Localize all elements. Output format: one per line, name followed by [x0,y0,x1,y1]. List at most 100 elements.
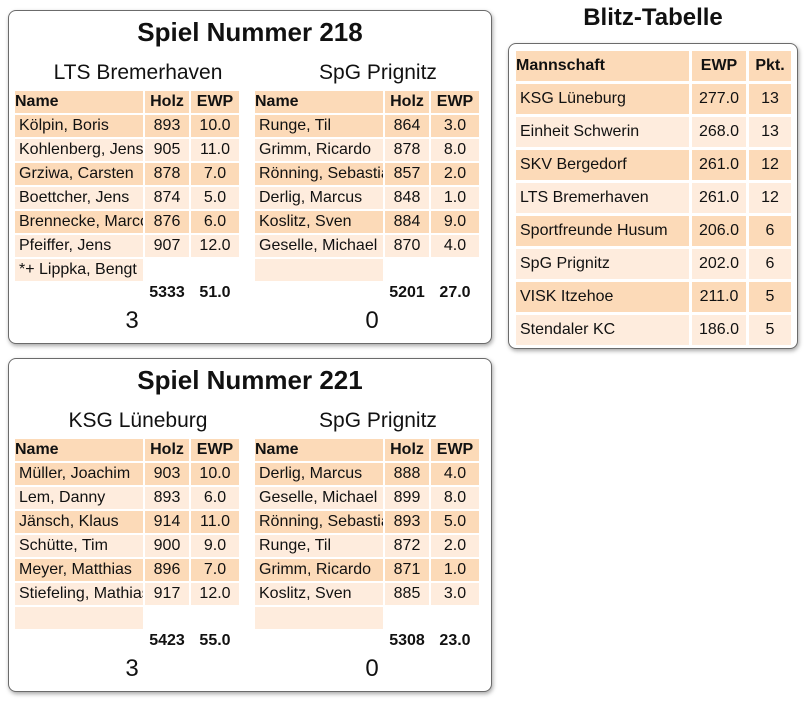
player-row: Grziwa, Carsten 878 7.0 [15,163,239,185]
standings-header-pts: Pkt. [749,51,791,81]
player-name: Geselle, Michael [255,487,383,509]
total-holz: 5308 [389,632,425,649]
standings-ewp: 202.0 [692,249,746,279]
substitute-row [15,607,239,629]
player-ewp: 1.0 [431,187,479,209]
player-row: Geselle, Michael 870 4.0 [255,235,479,257]
standings-header-row: Mannschaft EWP Pkt. [516,51,791,81]
standings-team: KSG Lüneburg [516,84,689,114]
column-header-name: Name [15,439,143,461]
game-title: Spiel Nummer 221 [137,365,363,395]
standings-team: LTS Bremerhaven [516,183,689,213]
player-ewp: 7.0 [191,163,239,185]
empty-cell [191,259,239,281]
players-table: Name Holz EWP Runge, Til 864 3.0 Grimm, Ricard… [253,89,481,305]
team-name: KSG Lüneburg [68,409,208,432]
player-ewp: 8.0 [431,487,479,509]
player-holz: 903 [145,463,189,485]
column-header-name: Name [255,91,383,113]
player-holz: 878 [385,139,429,161]
player-row: Lem, Danny 893 6.0 [15,487,239,509]
player-row: Schütte, Tim 900 9.0 [15,535,239,557]
player-holz: 893 [145,115,189,137]
player-name: Müller, Joachim [15,463,143,485]
team-block-away: SpG Prignitz Name Holz EWP Runge, Til 864 3.0 G… [255,59,489,305]
game-card: Spiel Nummer 221 KSG Lüneburg Name Holz EWP M… [8,358,492,692]
standings-title: Blitz-Tabelle [583,4,723,31]
player-holz: 907 [145,235,189,257]
column-header-holz: Holz [385,91,429,113]
player-name: Grimm, Ricardo [255,559,383,581]
players-header-row: Name Holz EWP [15,439,239,461]
player-row: Stiefeling, Mathias 917 12.0 [15,583,239,605]
player-row: Pfeiffer, Jens 907 12.0 [15,235,239,257]
player-row: Runge, Til 864 3.0 [255,115,479,137]
total-ewp: 55.0 [199,632,231,649]
column-header-ewp: EWP [191,439,239,461]
player-name: Derlig, Marcus [255,463,383,485]
standings-team: SpG Prignitz [516,249,689,279]
player-name: Jänsch, Klaus [15,511,143,533]
column-header-holz: Holz [385,439,429,461]
substitute-row: *+ Lippka, Bengt [15,259,239,281]
standings-ewp: 261.0 [692,183,746,213]
standings-points: 6 [749,249,791,279]
player-ewp: 9.0 [431,211,479,233]
empty-cell [191,607,239,629]
standings-points: 12 [749,183,791,213]
player-row: Grimm, Ricardo 871 1.0 [255,559,479,581]
player-row: Brennecke, Marco 876 6.0 [15,211,239,233]
standings-points: 12 [749,150,791,180]
player-holz: 878 [145,163,189,185]
standings-ewp: 277.0 [692,84,746,114]
player-ewp: 1.0 [431,559,479,581]
standings-team: VISK Itzehoe [516,282,689,312]
player-name: Kohlenberg, Jens [15,139,143,161]
players-header-row: Name Holz EWP [15,91,239,113]
empty-cell [385,259,429,281]
players-table: Name Holz EWP Müller, Joachim 903 10.0 Lem, Da… [13,437,241,653]
player-name: Derlig, Marcus [255,187,383,209]
standings-points: 13 [749,84,791,114]
substitute-note [15,607,143,629]
player-ewp: 6.0 [191,211,239,233]
standings-row: KSG Lüneburg 277.0 13 [516,84,791,114]
team-name: SpG Prignitz [319,61,437,84]
player-row: Derlig, Marcus 848 1.0 [255,187,479,209]
standings-row: Stendaler KC 186.0 5 [516,315,791,345]
player-ewp: 11.0 [191,139,239,161]
player-row: Derlig, Marcus 888 4.0 [255,463,479,485]
total-ewp: 27.0 [439,284,471,301]
player-ewp: 8.0 [431,139,479,161]
player-holz: 884 [385,211,429,233]
player-row: Rönning, Sebastian8935.0 [255,511,479,533]
standings-points: 13 [749,117,791,147]
player-name: Brennecke, Marco [15,211,143,233]
total-ewp: 23.0 [439,632,471,649]
column-header-ewp: EWP [191,91,239,113]
column-header-ewp: EWP [431,439,479,461]
substitute-note [255,607,383,629]
player-ewp: 10.0 [191,115,239,137]
player-name: Grziwa, Carsten [15,163,143,185]
team-score: 0 [365,307,379,334]
player-holz: 885 [385,583,429,605]
standings-row: SpG Prignitz 202.0 6 [516,249,791,279]
player-ewp: 4.0 [431,463,479,485]
player-ewp: 3.0 [431,115,479,137]
totals-spacer [255,283,383,303]
standings-ewp: 186.0 [692,315,746,345]
player-name: Runge, Til [255,535,383,557]
player-row: Runge, Til 872 2.0 [255,535,479,557]
player-holz: 848 [385,187,429,209]
standings-points: 5 [749,315,791,345]
standings-team: Einheit Schwerin [516,117,689,147]
standings-row: Sportfreunde Husum 206.0 6 [516,216,791,246]
player-ewp: 12.0 [191,235,239,257]
standings-ewp: 268.0 [692,117,746,147]
player-ewp: 4.0 [431,235,479,257]
player-holz: 893 [145,487,189,509]
player-holz: 893 [385,511,429,533]
player-ewp: 5.0 [191,187,239,209]
standings-row: SKV Bergedorf 261.0 12 [516,150,791,180]
